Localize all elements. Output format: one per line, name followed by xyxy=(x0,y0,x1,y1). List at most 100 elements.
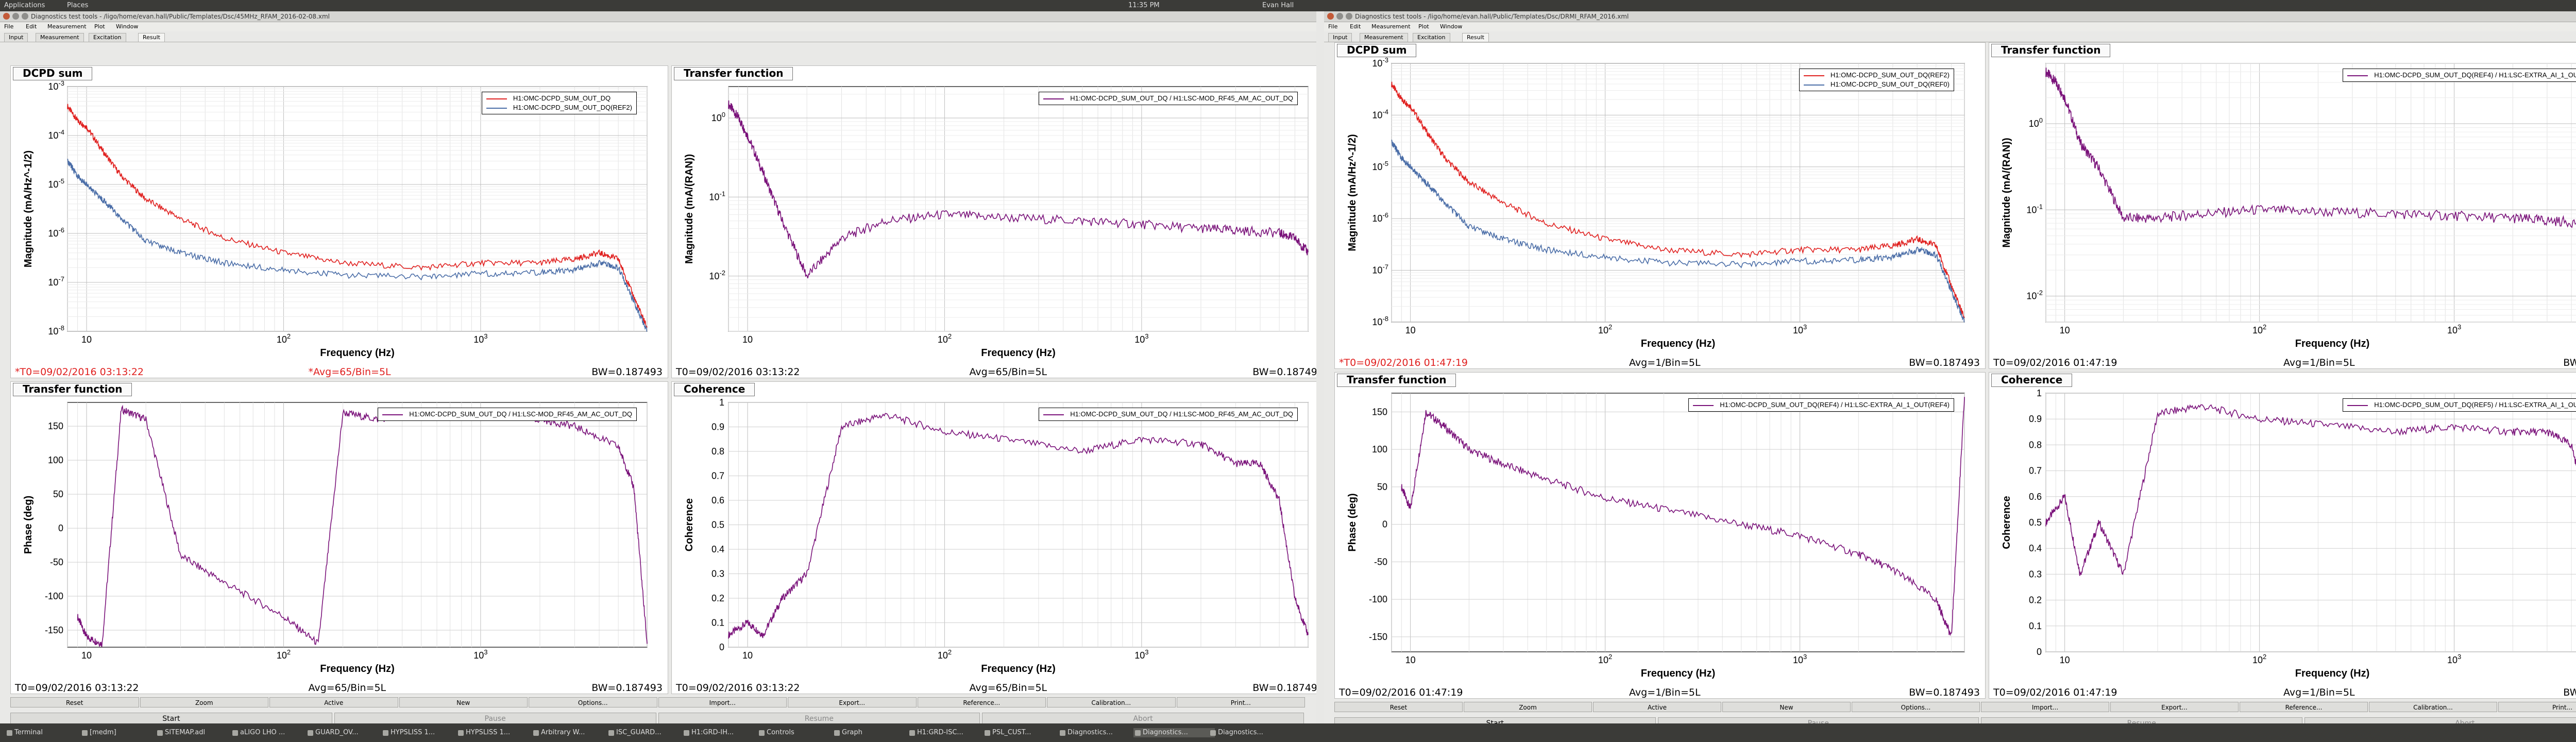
plot-pad-2[interactable]: Transfer function 10 102 103 10-2 10-1 100 Freq… xyxy=(671,65,1316,378)
print-button[interactable]: Print... xyxy=(2498,702,2576,712)
tab-result[interactable]: Result xyxy=(1462,33,1489,42)
legend[interactable]: H1:OMC-DCPD_SUM_OUT_DQ / H1:LSC-MOD_RF45… xyxy=(1039,408,1298,421)
legend[interactable]: H1:OMC-DCPD_SUM_OUT_DQ / H1:LSC-MOD_RF45… xyxy=(378,408,637,421)
menu-plot[interactable]: Plot xyxy=(94,23,105,30)
print-button[interactable]: Print... xyxy=(1176,697,1305,707)
taskbar-item[interactable]: PSL_CUST... xyxy=(983,728,1064,737)
places-menu[interactable]: Places xyxy=(67,2,89,9)
plot-pad-4[interactable]: Coherence 10 102 103 0 0.1 0.2 0.3 0.4 0.5 0.6 0.7 0… xyxy=(1989,372,2576,699)
plot-pad-2[interactable]: Transfer function 10 102 103 10-2 10-1 100 Freq… xyxy=(1989,42,2576,369)
maximize-icon[interactable] xyxy=(1346,13,1352,20)
start-button[interactable]: Start xyxy=(1334,717,1656,723)
legend[interactable]: H1:OMC-DCPD_SUM_OUT_DQ H1:OMC-DCPD_SUM_OU… xyxy=(481,92,637,114)
tab-input[interactable]: Input xyxy=(4,33,28,42)
tab-measurement[interactable]: Measurement xyxy=(36,33,84,42)
plot-pad-3[interactable]: Transfer function 10 102 103 -150 -100 -50 0 50 1… xyxy=(10,381,668,694)
abort-button[interactable]: Abort xyxy=(2304,717,2576,723)
minimize-icon[interactable] xyxy=(12,13,19,20)
calibration-button[interactable]: Calibration... xyxy=(2369,702,2497,712)
taskbar-item[interactable]: aLIGO LHO ... xyxy=(231,728,312,737)
plot-pad-1[interactable]: DCPD sum 10 102 103 10-8 10-7 10-6 10-5 10-4 10-3… xyxy=(1334,42,1986,369)
taskbar-item[interactable]: SITEMAP.adl xyxy=(156,728,237,737)
y-axis-label: Magnitude (mA/Hz^-1/2) xyxy=(1347,134,1358,251)
legend[interactable]: H1:OMC-DCPD_SUM_OUT_DQ(REF4) / H1:LSC-EX… xyxy=(2343,69,2576,82)
taskbar-item[interactable]: HYPSLISS 1... xyxy=(456,728,538,737)
reference-button[interactable]: Reference... xyxy=(2240,702,2368,712)
taskbar-item[interactable]: HYPSLISS 1... xyxy=(381,728,463,737)
zoom-button[interactable]: Zoom xyxy=(140,697,268,707)
taskbar-item[interactable]: ISC_GUARD... xyxy=(607,728,688,737)
plot-pad-4[interactable]: Coherence 10 102 103 0 0.1 0.2 0.3 0.4 0.5 0.6 0.7 0… xyxy=(671,381,1316,694)
legend[interactable]: H1:OMC-DCPD_SUM_OUT_DQ / H1:LSC-MOD_RF45… xyxy=(1039,92,1298,105)
app-icon xyxy=(608,730,614,736)
legend[interactable]: H1:OMC-DCPD_SUM_OUT_DQ(REF5) / H1:LSC-EX… xyxy=(2343,398,2576,412)
bw-readout: BW=0.187493 xyxy=(1909,687,1980,698)
x-tick-label: 10 xyxy=(742,650,753,661)
legend[interactable]: H1:OMC-DCPD_SUM_OUT_DQ(REF4) / H1:LSC-EX… xyxy=(1688,398,1954,412)
applications-menu[interactable]: Applications xyxy=(4,2,45,9)
resume-button[interactable]: Resume xyxy=(658,713,980,723)
active-button[interactable]: Active xyxy=(269,697,398,707)
tab-input[interactable]: Input xyxy=(1328,33,1352,42)
export-button[interactable]: Export... xyxy=(2110,702,2239,712)
plot-pad-1[interactable]: DCPD sum 10 102 103 10-8 10-7 10-6 10-5 10-4 10-3… xyxy=(10,65,668,378)
tab-excitation[interactable]: Excitation xyxy=(1413,33,1450,42)
options-button[interactable]: Options... xyxy=(529,697,657,707)
menu-window[interactable]: Window xyxy=(116,23,139,30)
menu-measurement[interactable]: Measurement xyxy=(1371,23,1411,30)
reset-button[interactable]: Reset xyxy=(1334,702,1463,712)
new-button[interactable]: New xyxy=(399,697,528,707)
user-menu[interactable]: Evan Hall xyxy=(1262,2,1294,9)
zoom-button[interactable]: Zoom xyxy=(1464,702,1592,712)
options-button[interactable]: Options... xyxy=(1852,702,1980,712)
menu-file[interactable]: File xyxy=(4,23,14,30)
pause-button[interactable]: Pause xyxy=(334,713,656,723)
abort-button[interactable]: Abort xyxy=(982,713,1304,723)
pause-button[interactable]: Pause xyxy=(1657,717,1979,723)
export-button[interactable]: Export... xyxy=(788,697,917,707)
bw-readout: BW=0.187493 xyxy=(2563,357,2576,368)
legend[interactable]: H1:OMC-DCPD_SUM_OUT_DQ(REF2) H1:OMC-DCPD_… xyxy=(1799,69,1954,91)
tab-measurement[interactable]: Measurement xyxy=(1360,33,1408,42)
taskbar-item[interactable]: Controls xyxy=(757,728,839,737)
taskbar-item[interactable]: Diagnostics... xyxy=(1133,728,1215,737)
taskbar-item[interactable]: H1:GRD-ISC... xyxy=(908,728,989,737)
close-icon[interactable] xyxy=(1327,13,1334,20)
taskbar-item[interactable]: Arbitrary W... xyxy=(532,728,613,737)
taskbar-item[interactable]: [medm] xyxy=(80,728,162,737)
menu-edit[interactable]: Edit xyxy=(26,23,37,30)
taskbar-item[interactable]: GUARD_OV... xyxy=(306,728,387,737)
clock[interactable]: 11:35 PM xyxy=(1128,2,1160,9)
resume-button[interactable]: Resume xyxy=(1981,717,2302,723)
import-button[interactable]: Import... xyxy=(1981,702,2109,712)
taskbar-item[interactable]: Terminal xyxy=(5,728,87,737)
taskbar-item[interactable]: Graph xyxy=(833,728,914,737)
menu-plot[interactable]: Plot xyxy=(1418,23,1429,30)
taskbar-item[interactable]: Diagnostics... xyxy=(1058,728,1140,737)
maximize-icon[interactable] xyxy=(22,13,28,20)
active-button[interactable]: Active xyxy=(1593,702,1721,712)
app-icon xyxy=(834,730,840,736)
y-tick-label: 0.1 xyxy=(711,618,724,628)
window-titlebar[interactable]: Diagnostics test tools - /ligo/home/evan… xyxy=(0,11,1316,22)
legend-label: H1:OMC-DCPD_SUM_OUT_DQ(REF4) / H1:LSC-EX… xyxy=(1720,401,1950,409)
menu-edit[interactable]: Edit xyxy=(1350,23,1361,30)
tab-excitation[interactable]: Excitation xyxy=(89,33,126,42)
new-button[interactable]: New xyxy=(1722,702,1851,712)
plot-pad-3[interactable]: Transfer function 10 102 103 -150 -100 -50 0 50 1… xyxy=(1334,372,1986,699)
t0-readout: T0=09/02/2016 03:13:22 xyxy=(15,682,139,694)
taskbar-item[interactable]: Diagnostics... xyxy=(1209,728,1290,737)
minimize-icon[interactable] xyxy=(1336,13,1343,20)
reset-button[interactable]: Reset xyxy=(10,697,139,707)
calibration-button[interactable]: Calibration... xyxy=(1047,697,1176,707)
menu-window[interactable]: Window xyxy=(1440,23,1463,30)
taskbar-item[interactable]: H1:GRD-IH... xyxy=(682,728,764,737)
menu-measurement[interactable]: Measurement xyxy=(47,23,87,30)
close-icon[interactable] xyxy=(3,13,10,20)
reference-button[interactable]: Reference... xyxy=(917,697,1046,707)
import-button[interactable]: Import... xyxy=(658,697,787,707)
window-titlebar[interactable]: Diagnostics test tools - /ligo/home/evan… xyxy=(1324,11,2576,22)
tab-result[interactable]: Result xyxy=(138,33,165,42)
menu-file[interactable]: File xyxy=(1328,23,1338,30)
start-button[interactable]: Start xyxy=(10,713,332,723)
